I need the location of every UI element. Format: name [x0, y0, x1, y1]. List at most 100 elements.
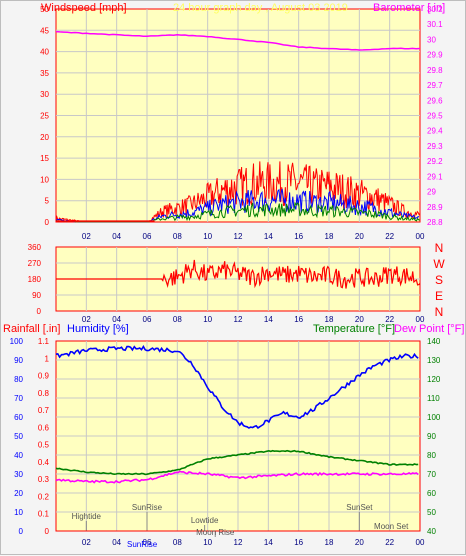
compass-label: E: [435, 289, 443, 303]
event-label: SunRise: [132, 503, 163, 512]
compass-label: N: [435, 305, 444, 319]
event-label: SunSet: [346, 503, 373, 512]
direction-tick: 180: [28, 275, 42, 284]
rainfall-title: Rainfall [.in]: [3, 323, 60, 335]
compass-label: N: [435, 241, 444, 255]
direction-x-tick: 22: [385, 315, 394, 324]
windspeed-tick: 35: [40, 69, 49, 78]
rainfall-tick: 0.8: [38, 389, 50, 398]
rainfall-tick: 0.6: [38, 423, 50, 432]
compass-label: W: [433, 257, 445, 271]
barometer-tick: 29.6: [427, 96, 443, 105]
top-x-tick: 06: [143, 232, 152, 241]
barometer-tick: 28.8: [427, 218, 443, 227]
barometer-tick: 28.9: [427, 203, 443, 212]
humidity-tick: 30: [14, 470, 23, 479]
compass-label: S: [435, 273, 443, 287]
event-label: Hightide: [72, 512, 102, 521]
direction-x-tick: 06: [143, 315, 152, 324]
barometer-line: [55, 30, 421, 51]
windspeed-tick: 15: [40, 154, 49, 163]
rainfall-tick: 0.5: [38, 441, 50, 450]
axis-labels: 5045403530252015105030.230.13029.929.829…: [10, 5, 446, 547]
bottom-x-tick: 14: [264, 538, 273, 547]
event-label: Lowtide: [191, 516, 219, 525]
direction-x-tick: 18: [325, 315, 334, 324]
top-x-tick: 18: [325, 232, 334, 241]
barometer-tick: 30.1: [427, 20, 443, 29]
humidity-title: Humidity [%]: [67, 323, 129, 335]
direction-x-tick: 14: [264, 315, 273, 324]
rainfall-tick: 0.1: [38, 510, 50, 519]
barometer-tick: 29.7: [427, 81, 443, 90]
barometer-tick: 29.2: [427, 157, 443, 166]
barometer-tick: 29.4: [427, 127, 443, 136]
humidity-tick: 90: [14, 356, 23, 365]
top-x-tick: 22: [385, 232, 394, 241]
bottom-x-tick: 10: [203, 538, 212, 547]
temperature-tick: 40: [427, 527, 436, 536]
bottom-x-tick: 06: [143, 538, 152, 547]
rainfall-tick: 0: [45, 527, 50, 536]
temperature-tick: 120: [427, 375, 441, 384]
rainfall-tick: 0.9: [38, 372, 50, 381]
graph-date-title: 24 hour graph day , August 03 2019: [173, 2, 348, 14]
humidity-tick: 60: [14, 413, 23, 422]
windspeed-tick: 20: [40, 133, 49, 142]
temperature-tick: 80: [427, 451, 436, 460]
direction-x-tick: 08: [173, 315, 182, 324]
direction-x-tick: 02: [82, 315, 91, 324]
bottom-x-tick: 00: [416, 538, 425, 547]
rainfall-tick: 0.2: [38, 492, 50, 501]
data-series: [55, 30, 421, 532]
barometer-tick: 29: [427, 188, 436, 197]
humidity-tick: 0: [19, 527, 24, 536]
temperature-tick: 70: [427, 470, 436, 479]
top-x-tick: 14: [264, 232, 273, 241]
direction-x-tick: 12: [234, 315, 243, 324]
windspeed-title: Windspeed [mph]: [41, 2, 127, 14]
event-label: Moon Rise: [196, 528, 235, 537]
top-x-tick: 02: [82, 232, 91, 241]
windspeed-tick: 50: [40, 5, 49, 14]
windspeed-tick: 5: [45, 197, 50, 206]
top-x-tick: 08: [173, 232, 182, 241]
wind-direction-line: [56, 259, 421, 289]
humidity-tick: 100: [10, 337, 24, 346]
windspeed-tick: 45: [40, 26, 49, 35]
humidity-tick: 40: [14, 451, 23, 460]
bottom-x-tick: 22: [385, 538, 394, 547]
humidity-tick: 10: [14, 508, 23, 517]
top-x-tick: 04: [112, 232, 121, 241]
dewpoint-title: Dew Point [°F]: [394, 323, 464, 335]
direction-x-tick: 16: [294, 315, 303, 324]
rainfall-tick: 1: [45, 354, 50, 363]
humidity-tick: 80: [14, 375, 23, 384]
bottom-x-tick: 02: [82, 538, 91, 547]
temperature-tick: 110: [427, 394, 440, 403]
temperature-title: Temperature [°F]: [313, 323, 395, 335]
direction-tick: 0: [37, 307, 42, 316]
bottom-x-tick: 08: [173, 538, 182, 547]
temperature-tick: 90: [427, 432, 436, 441]
top-x-tick: 10: [203, 232, 212, 241]
windspeed-tick: 0: [45, 218, 50, 227]
barometer-tick: 29.3: [427, 142, 443, 151]
dewpoint-line: [55, 470, 419, 484]
event-label: Moon Set: [374, 522, 409, 531]
temperature-tick: 140: [427, 337, 441, 346]
temperature-tick: 50: [427, 508, 436, 517]
humidity-tick: 20: [14, 489, 23, 498]
barometer-tick: 29.5: [427, 112, 443, 121]
bottom-x-tick: 04: [112, 538, 121, 547]
direction-tick: 360: [28, 243, 42, 252]
grid-lines: [56, 9, 420, 537]
rainfall-tick: 1.1: [38, 337, 50, 346]
bottom-x-tick: 16: [294, 538, 303, 547]
bottom-x-tick: 20: [355, 538, 364, 547]
barometer-tick: 30: [427, 35, 436, 44]
bottom-x-tick: 12: [234, 538, 243, 547]
top-x-tick: 12: [234, 232, 243, 241]
temperature-tick: 60: [427, 489, 436, 498]
